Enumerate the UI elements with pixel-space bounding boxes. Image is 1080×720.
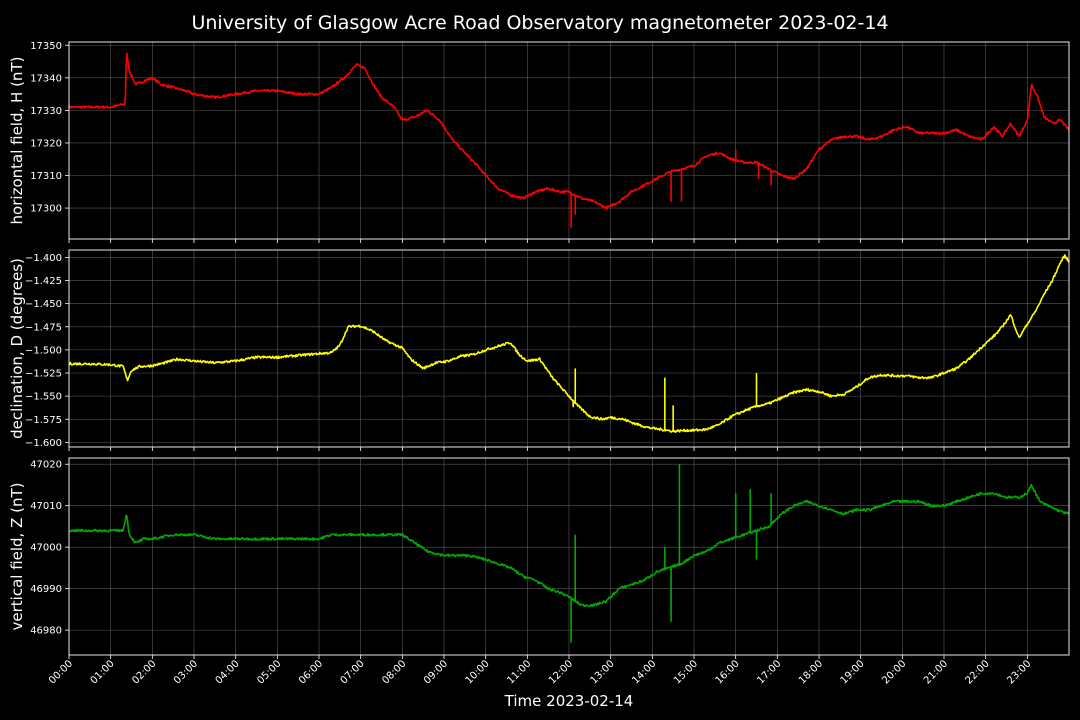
x-tick-label: 03:00 xyxy=(172,658,200,686)
series-line xyxy=(68,483,1070,608)
x-tick-label: 02:00 xyxy=(130,658,158,686)
panel-3: 46980 46990 47000 47010 47020 vertical field,… xyxy=(8,457,1070,659)
panel-frame xyxy=(68,249,1070,448)
x-tick-label: 08:00 xyxy=(380,658,408,686)
y-axis-title: declination, D (degrees) xyxy=(8,258,26,439)
x-tick-label: 06:00 xyxy=(297,658,325,686)
x-tick-label: 22:00 xyxy=(964,658,992,686)
y-tick-label: −1.575 xyxy=(25,415,62,426)
x-tick-label: 04:00 xyxy=(214,658,242,686)
chart-title: University of Glasgow Acre Road Observat… xyxy=(191,12,888,34)
panel-2: −1.600 −1.575 −1.550 −1.525 −1.500 −1.475 −1.4… xyxy=(8,249,1070,451)
x-tick-label: 23:00 xyxy=(1005,658,1033,686)
x-tick-label: 05:00 xyxy=(255,658,283,686)
x-tick-label: 16:00 xyxy=(714,658,742,686)
x-tick-label: 12:00 xyxy=(547,658,575,686)
y-tick-label: −1.600 xyxy=(25,438,62,449)
x-tick-label: 00:00 xyxy=(47,658,75,686)
y-tick-label: −1.525 xyxy=(25,369,62,380)
x-tick-label: 19:00 xyxy=(839,658,867,686)
y-axis-title: horizontal field, H (nT) xyxy=(8,57,26,225)
y-tick-label: 17310 xyxy=(30,171,62,182)
y-tick-label: 17320 xyxy=(30,138,62,149)
y-tick-label: −1.475 xyxy=(25,322,62,333)
panel-1: 17300 17310 17320 17330 17340 17350 horizontal… xyxy=(8,41,1070,243)
y-tick-label: 47000 xyxy=(30,543,62,554)
series-line xyxy=(68,52,1070,210)
x-tick-label: 15:00 xyxy=(672,658,700,686)
x-tick-label: 21:00 xyxy=(922,658,950,686)
y-tick-label: 17350 xyxy=(30,41,62,52)
y-tick-label: −1.500 xyxy=(25,345,62,356)
y-tick-label: 46990 xyxy=(30,584,62,595)
y-tick-label: 47020 xyxy=(30,460,62,471)
x-tick-label: 17:00 xyxy=(755,658,783,686)
y-axis-title: vertical field, Z (nT) xyxy=(8,482,26,630)
x-tick-label: 14:00 xyxy=(630,658,658,686)
x-tick-label: 01:00 xyxy=(89,658,117,686)
x-tick-label: 11:00 xyxy=(505,658,533,686)
x-tick-label: 07:00 xyxy=(339,658,367,686)
y-tick-label: −1.550 xyxy=(25,392,62,403)
y-tick-label: 17300 xyxy=(30,204,62,215)
panel-frame xyxy=(68,41,1070,240)
y-tick-label: 47010 xyxy=(30,501,62,512)
x-tick-label: 18:00 xyxy=(797,658,825,686)
series-line xyxy=(68,254,1070,433)
x-tick-label: 10:00 xyxy=(464,658,492,686)
x-tick-label: 20:00 xyxy=(880,658,908,686)
x-tick-label: 13:00 xyxy=(589,658,617,686)
x-tick-label: 09:00 xyxy=(422,658,450,686)
x-axis-title: Time 2023-02-14 xyxy=(504,692,634,710)
y-tick-label: −1.400 xyxy=(25,253,62,264)
y-tick-label: −1.425 xyxy=(25,276,62,287)
y-tick-label: 17330 xyxy=(30,106,62,117)
y-tick-label: 46980 xyxy=(30,626,62,637)
panel-frame xyxy=(68,457,1070,656)
y-tick-label: −1.450 xyxy=(25,299,62,310)
y-tick-label: 17340 xyxy=(30,73,62,84)
